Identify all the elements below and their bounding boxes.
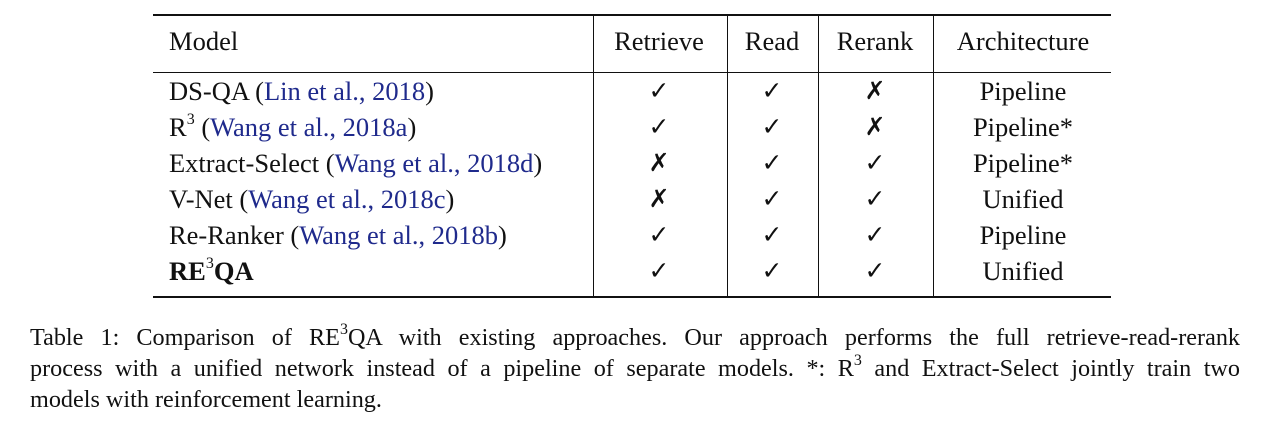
read-mark: ✓ (761, 184, 783, 213)
citation-link[interactable]: Wang et al., 2018d (334, 148, 534, 178)
table-header-rule (153, 72, 1111, 74)
caption-line: process with a unified network instead o… (30, 351, 1240, 382)
read-mark: ✓ (761, 220, 783, 249)
citation-link[interactable]: Lin et al., 2018 (263, 76, 426, 106)
citation-link[interactable]: Wang et al., 2018b (299, 220, 499, 250)
rerank-mark: ✓ (864, 148, 886, 177)
rerank-mark: ✓ (864, 220, 886, 249)
retrieve-mark: ✗ (648, 148, 670, 177)
citation-link[interactable]: Wang et al., 2018c (248, 184, 446, 214)
table-bottom-rule (153, 296, 1111, 298)
architecture-value: Pipeline* (972, 112, 1074, 142)
rerank-mark: ✓ (864, 256, 886, 285)
architecture-value: Pipeline (979, 76, 1067, 106)
read-mark: ✓ (761, 112, 783, 141)
table-row-model: RE3QA (169, 255, 254, 286)
retrieve-mark: ✓ (648, 112, 670, 141)
architecture-value: Unified (982, 184, 1064, 214)
column-divider (593, 16, 595, 296)
header-rerank: Rerank (836, 26, 914, 56)
read-mark: ✓ (761, 76, 783, 105)
read-mark: ✓ (761, 256, 783, 285)
citation-link[interactable]: Wang et al., 2018a (210, 112, 408, 142)
header-model: Model (169, 26, 239, 56)
architecture-value: Pipeline (979, 220, 1067, 250)
header-read: Read (744, 26, 800, 56)
column-divider (818, 16, 820, 296)
table-row-model: DS-QA (Lin et al., 2018) (169, 76, 434, 106)
table-caption: Table 1: Comparison of RE3QA with existi… (30, 320, 1241, 415)
table-row-model: Re-Ranker (Wang et al., 2018b) (169, 220, 507, 250)
retrieve-mark: ✓ (648, 256, 670, 285)
retrieve-mark: ✓ (648, 76, 670, 105)
architecture-value: Unified (982, 256, 1064, 286)
retrieve-mark: ✗ (648, 184, 670, 213)
column-divider (933, 16, 935, 296)
rerank-mark: ✓ (864, 184, 886, 213)
column-divider (727, 16, 729, 296)
read-mark: ✓ (761, 148, 783, 177)
header-retrieve: Retrieve (614, 26, 704, 56)
header-architecture: Architecture (956, 26, 1090, 56)
table-row-model: V-Net (Wang et al., 2018c) (169, 184, 455, 214)
rerank-mark: ✗ (864, 76, 886, 105)
table-row-model: Extract-Select (Wang et al., 2018d) (169, 148, 543, 178)
rerank-mark: ✗ (864, 112, 886, 141)
caption-line: Table 1: Comparison of RE3QA with existi… (30, 320, 1241, 351)
table-top-rule (153, 14, 1111, 16)
caption-line: models with reinforcement learning. (30, 386, 382, 413)
architecture-value: Pipeline* (972, 148, 1074, 178)
retrieve-mark: ✓ (648, 220, 670, 249)
table-row-model: R3 (Wang et al., 2018a) (169, 111, 417, 142)
